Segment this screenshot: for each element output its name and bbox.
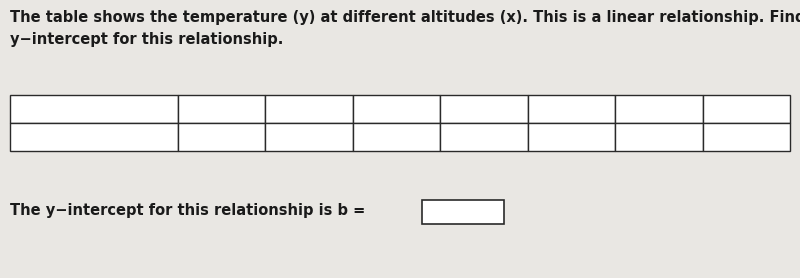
Text: 63: 63 xyxy=(388,130,406,144)
Text: 47: 47 xyxy=(562,130,580,144)
Text: 71: 71 xyxy=(300,130,318,144)
Text: 4,000: 4,000 xyxy=(377,102,416,116)
Text: Altitude (ft), x: Altitude (ft), x xyxy=(16,102,113,116)
Text: 8,000: 8,000 xyxy=(552,102,591,116)
Text: 12,000: 12,000 xyxy=(722,102,770,116)
Text: 55: 55 xyxy=(475,130,493,144)
Text: 0: 0 xyxy=(218,102,226,116)
Text: 10,000: 10,000 xyxy=(634,102,683,116)
Text: 6,000: 6,000 xyxy=(464,102,504,116)
Text: 39: 39 xyxy=(650,130,668,144)
Text: The y−intercept for this relationship is b =: The y−intercept for this relationship is… xyxy=(10,202,366,217)
Text: y−intercept for this relationship.: y−intercept for this relationship. xyxy=(10,32,283,47)
Text: Temperature (°F), y: Temperature (°F), y xyxy=(16,130,151,144)
Text: 2,000: 2,000 xyxy=(290,102,329,116)
Text: The table shows the temperature (y) at different altitudes (x). This is a linear: The table shows the temperature (y) at d… xyxy=(10,10,800,25)
Text: 79: 79 xyxy=(213,130,230,144)
Text: 31: 31 xyxy=(738,130,755,144)
